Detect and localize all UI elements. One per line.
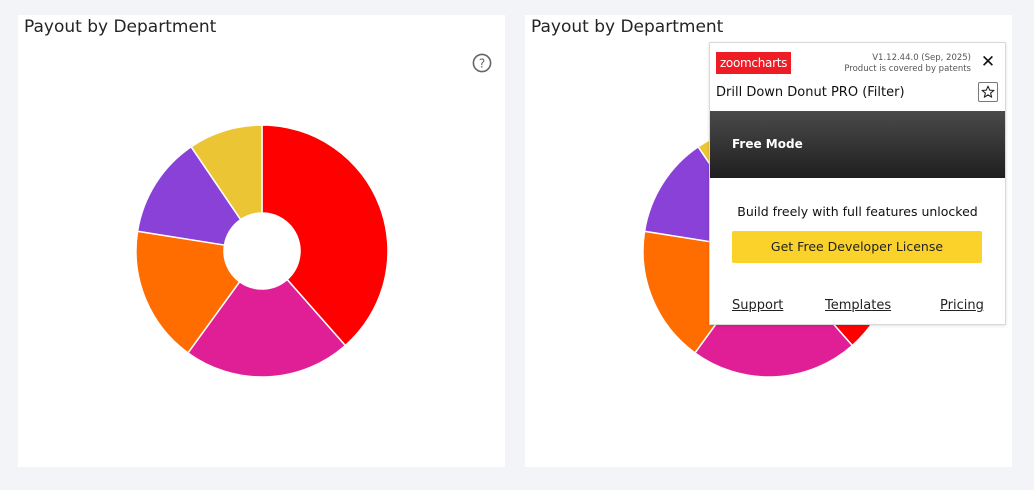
donut-slice-1[interactable] [261,124,389,347]
license-popup: zoomcharts V1.12.44.0 (Sep, 2025) Produc… [709,42,1006,325]
get-license-button[interactable]: Get Free Developer License [732,231,982,263]
donut-slice-2[interactable] [186,278,347,378]
tagline: Build freely with full features unlocked [737,204,978,219]
pricing-link[interactable]: Pricing [940,298,984,313]
zoomcharts-logo: zoomcharts [716,52,791,74]
help-icon[interactable]: ? [472,53,492,73]
product-name: Drill Down Donut PRO (Filter) [716,85,905,100]
patent-text: Product is covered by patents [844,64,971,74]
donut-slice-5[interactable] [190,124,263,221]
donut-chart[interactable] [18,15,505,467]
panel-title: Payout by Department [531,17,724,37]
star-icon[interactable] [978,82,998,102]
version-info: V1.12.44.0 (Sep, 2025) Product is covere… [844,53,971,75]
donut-slice-4[interactable] [136,145,242,246]
donut-slice-3[interactable] [135,230,241,354]
svg-text:?: ? [479,56,485,70]
mode-label: Free Mode [732,137,803,151]
version-text: V1.12.44.0 (Sep, 2025) [872,53,971,63]
support-link[interactable]: Support [732,298,784,313]
close-icon[interactable]: ✕ [980,52,996,72]
chart-panel-left: Payout by Department ? [18,15,505,467]
panel-title: Payout by Department [24,17,217,37]
mode-banner: Free Mode [710,111,1005,178]
templates-link[interactable]: Templates [825,298,892,313]
